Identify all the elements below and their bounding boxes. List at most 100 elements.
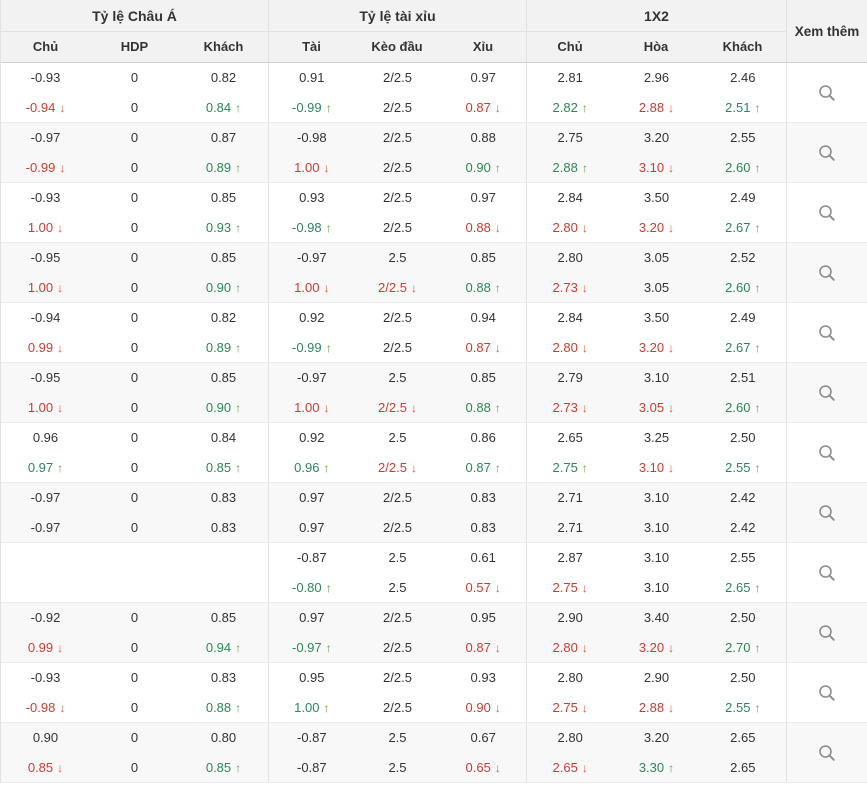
odds-cell: 0.83 bbox=[440, 483, 526, 513]
odds-cell: 2.42 bbox=[700, 513, 786, 543]
see-more-header: Xem thêm bbox=[786, 0, 867, 62]
odds-value: 0.95 bbox=[299, 670, 325, 685]
see-more-button[interactable] bbox=[813, 199, 841, 227]
trend-up-icon: ↑ bbox=[754, 461, 761, 475]
trend-up-icon: ↑ bbox=[325, 221, 332, 235]
odds-cell: 0.88 ↑ bbox=[179, 693, 268, 723]
col-header-1x2-home: Chủ bbox=[526, 32, 613, 62]
odds-value: 2.5 bbox=[388, 430, 407, 445]
trend-up-icon: ↑ bbox=[754, 161, 761, 175]
see-more-button[interactable] bbox=[813, 619, 841, 647]
odds-cell: -0.94 ↓ bbox=[1, 93, 90, 123]
odds-value: 2.88 bbox=[638, 100, 665, 115]
odds-cell: 0.80 bbox=[179, 723, 268, 753]
odds-cell: 2.5 bbox=[355, 243, 441, 273]
odds-value: 0 bbox=[130, 460, 139, 475]
odds-value: 2.55 bbox=[725, 700, 751, 715]
see-more-button[interactable] bbox=[813, 79, 841, 107]
trend-down-icon: ↓ bbox=[581, 341, 588, 355]
trend-up-icon: ↑ bbox=[323, 701, 330, 715]
see-more-button[interactable] bbox=[813, 319, 841, 347]
odds-cell: 0.92 bbox=[269, 423, 355, 453]
odds-cell: 0.82 bbox=[179, 63, 268, 93]
odds-section: -0.87 2.5 0.61 -0.80 ↑ 2.5 0.57 ↓ bbox=[268, 543, 526, 602]
odds-cell: 0 bbox=[90, 63, 179, 93]
odds-cell: 0.88 bbox=[440, 123, 526, 153]
odds-value: 0 bbox=[130, 370, 139, 385]
odds-value: 0 bbox=[130, 610, 139, 625]
odds-value: -0.93 bbox=[30, 190, 61, 205]
odds-cell: 0 bbox=[90, 663, 179, 693]
odds-cell: 2/2.5 bbox=[355, 513, 441, 543]
odds-value: 2.80 bbox=[557, 670, 583, 685]
see-more-button[interactable] bbox=[813, 259, 841, 287]
odds-section: 0.92 2.5 0.86 0.96 ↑ 2/2.5 ↓ 0.87 ↑ bbox=[268, 423, 526, 482]
magnifier-icon bbox=[819, 444, 835, 461]
odds-cell: 0.91 bbox=[269, 63, 355, 93]
odds-value: 0 bbox=[130, 520, 139, 535]
see-more-button[interactable] bbox=[813, 559, 841, 587]
odds-value: 2/2.5 bbox=[383, 220, 412, 235]
odds-value: 0.90 bbox=[32, 730, 59, 745]
see-more-button[interactable] bbox=[813, 679, 841, 707]
trend-up-icon: ↑ bbox=[235, 281, 242, 295]
odds-value: 1.00 bbox=[294, 280, 320, 295]
odds-cell: 0.85 ↑ bbox=[179, 753, 268, 783]
odds-value: 2/2.5 bbox=[383, 700, 412, 715]
odds-value: 2.55 bbox=[725, 460, 751, 475]
odds-cell: 1.00 ↓ bbox=[1, 213, 90, 243]
odds-value: 3.20 bbox=[643, 130, 670, 145]
odds-value: 2.96 bbox=[643, 70, 670, 85]
odds-cell: 2.84 bbox=[527, 183, 613, 213]
odds-value: 0.94 bbox=[205, 640, 232, 655]
odds-value: 0 bbox=[130, 730, 139, 745]
odds-row: -0.97 0 0.83 -0.97 0 0.83 0.97 2/2.5 0.83 0.97 2/2… bbox=[1, 483, 867, 543]
odds-value: 2.49 bbox=[730, 310, 756, 325]
odds-value: 0 bbox=[130, 340, 139, 355]
see-more-button[interactable] bbox=[813, 139, 841, 167]
odds-value: 2.5 bbox=[388, 580, 407, 595]
odds-cell: 0.97 ↑ bbox=[1, 453, 90, 483]
odds-cell: 1.00 ↓ bbox=[1, 393, 90, 423]
trend-down-icon: ↓ bbox=[581, 221, 588, 235]
odds-value: 3.20 bbox=[643, 730, 670, 745]
odds-cell: 3.20 ↓ bbox=[613, 633, 699, 663]
see-more-button[interactable] bbox=[813, 439, 841, 467]
trend-up-icon: ↑ bbox=[581, 101, 588, 115]
odds-section: -0.97 0 0.87 -0.99 ↓ 0 0.89 ↑ bbox=[1, 123, 268, 182]
trend-up-icon: ↑ bbox=[494, 281, 501, 295]
odds-cell: 2.65 bbox=[700, 753, 786, 783]
group-header-over-under: Tỷ lệ tài xỉu bbox=[268, 0, 526, 32]
odds-section: -0.93 0 0.83 -0.98 ↓ 0 0.88 ↑ bbox=[1, 663, 268, 722]
trend-up-icon: ↑ bbox=[494, 461, 501, 475]
odds-cell: 1.00 ↓ bbox=[269, 393, 355, 423]
odds-cell: 2.88 ↓ bbox=[613, 693, 699, 723]
odds-cell: -0.99 ↓ bbox=[1, 153, 90, 183]
trend-down-icon: ↓ bbox=[323, 281, 330, 295]
odds-value: 3.05 bbox=[643, 250, 670, 265]
odds-value: 2.80 bbox=[552, 340, 578, 355]
see-more-button[interactable] bbox=[813, 499, 841, 527]
see-more-cell bbox=[786, 363, 867, 422]
odds-value: 0.92 bbox=[299, 430, 325, 445]
magnifier-icon bbox=[819, 324, 835, 341]
col-header-asian-away: Khách bbox=[203, 39, 244, 54]
odds-value: 0.83 bbox=[470, 490, 496, 505]
odds-cell: -0.97 bbox=[269, 243, 355, 273]
see-more-button[interactable] bbox=[813, 739, 841, 767]
odds-value: 0.87 bbox=[210, 130, 237, 145]
odds-value: 0.87 bbox=[465, 340, 491, 355]
odds-cell: 2.80 ↓ bbox=[527, 333, 613, 363]
see-more-button[interactable] bbox=[813, 379, 841, 407]
odds-cell: 0.83 bbox=[179, 513, 268, 543]
odds-cell: 2.70 ↑ bbox=[700, 633, 786, 663]
odds-cell: 0 bbox=[90, 273, 179, 303]
magnifier-icon bbox=[819, 264, 835, 281]
odds-cell: 2.81 bbox=[527, 63, 613, 93]
trend-up-icon: ↑ bbox=[581, 461, 588, 475]
odds-cell: 0 bbox=[90, 303, 179, 333]
odds-value: 0.97 bbox=[299, 520, 325, 535]
trend-up-icon: ↑ bbox=[581, 161, 588, 175]
odds-cell: 0.89 ↑ bbox=[179, 153, 268, 183]
odds-cell: 2/2.5 bbox=[355, 693, 441, 723]
